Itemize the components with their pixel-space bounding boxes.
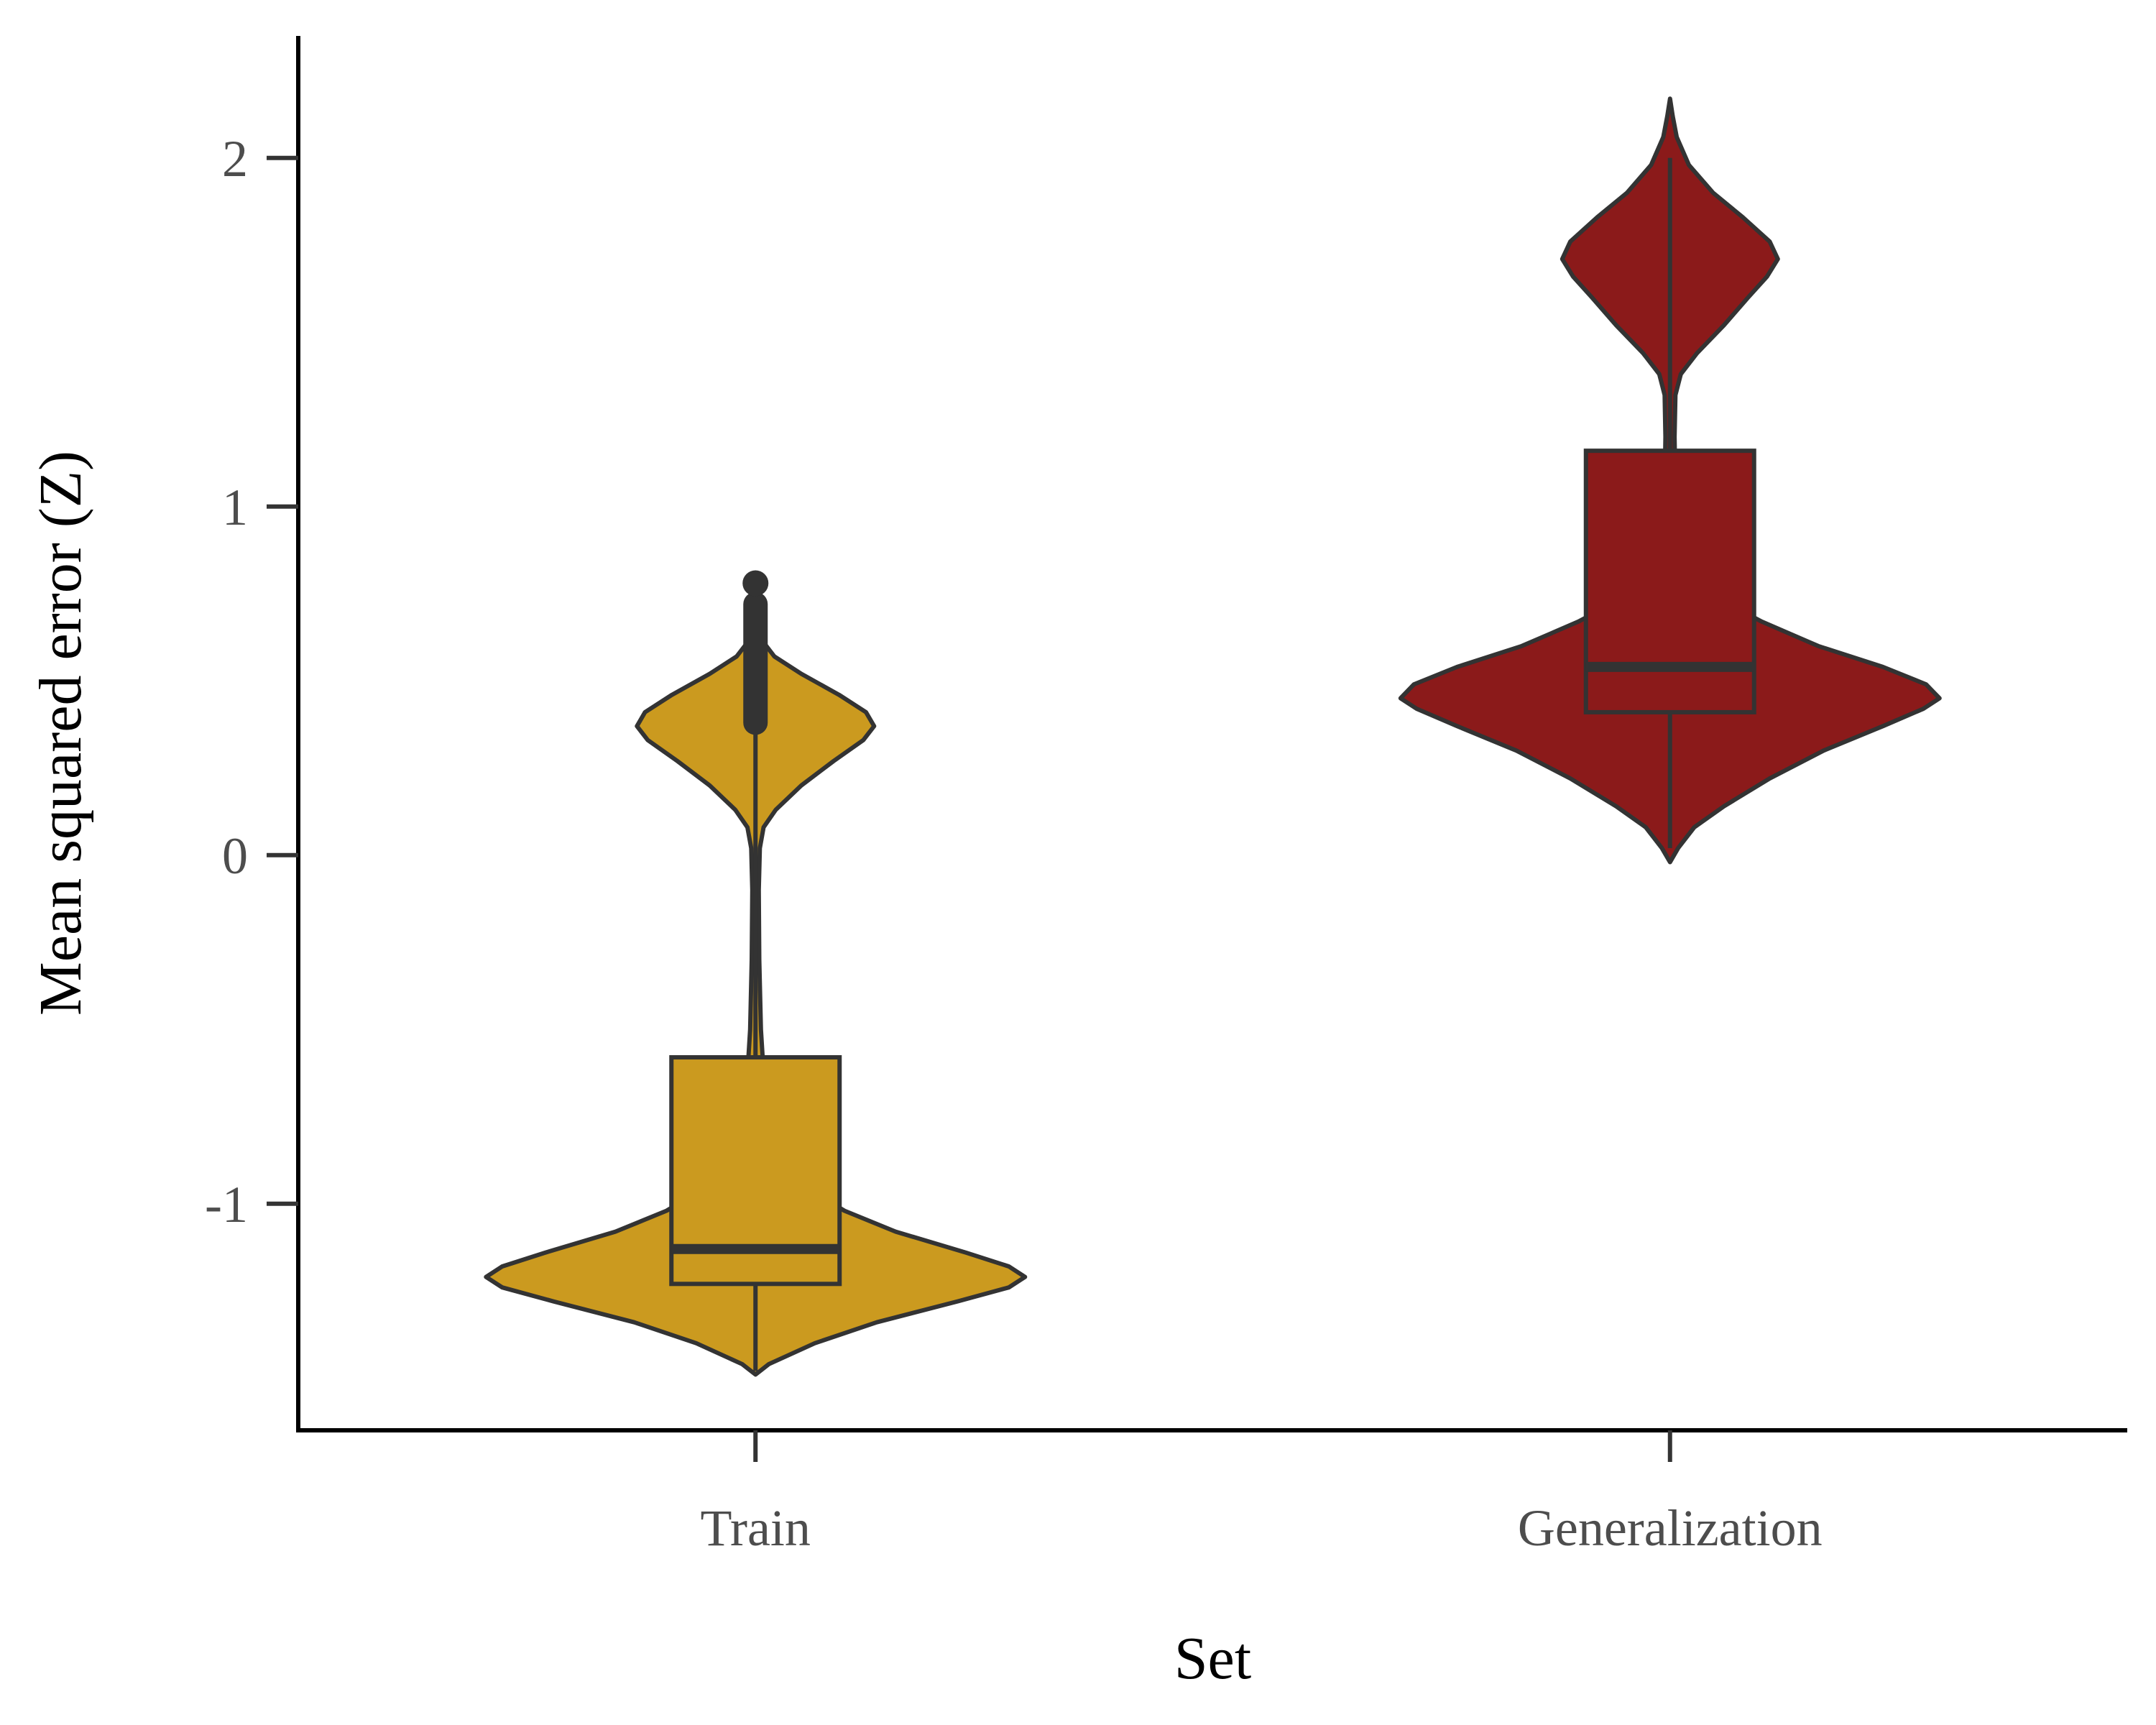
y-axis-title: Mean squared error (Z) [27, 451, 94, 1016]
boxplot-layer [669, 157, 1756, 1371]
outlier-max-train [742, 570, 769, 597]
box-generalization [1583, 448, 1756, 714]
x-tick-label: Generalization [1518, 1499, 1823, 1557]
axes-layer: -1 0 1 2 Train Generalization [205, 36, 2127, 1557]
y-tick-label: 2 [222, 130, 248, 188]
y-tick-label: 1 [222, 479, 248, 536]
y-tick-label: -1 [205, 1176, 248, 1233]
y-tick-label: 0 [222, 827, 248, 885]
x-axis-title: Set [1174, 1625, 1251, 1692]
x-tick-label: Train [701, 1499, 811, 1557]
